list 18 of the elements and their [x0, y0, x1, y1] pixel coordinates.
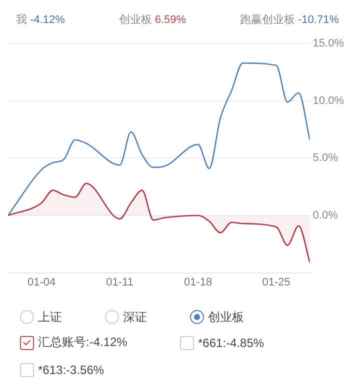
- text: 跑赢创业板 -10.71%: [240, 13, 339, 28]
- text: 上证: [38, 308, 62, 326]
- text: 创业板 6.59%: [118, 13, 186, 28]
- x-tick-label: 01-11: [106, 276, 134, 288]
- y-tick-label: 15.0%: [312, 38, 344, 50]
- x-tick-label: 01-18: [184, 276, 212, 288]
- line-series: [8, 62, 310, 216]
- text: 我 -4.12%: [16, 13, 65, 28]
- y-tick-label: 0.0%: [312, 210, 338, 222]
- x-tick-label: 01-25: [262, 276, 290, 288]
- text: *613:-3.56%: [38, 363, 104, 377]
- y-tick-label: 10.0%: [312, 94, 344, 107]
- text: *661:-4.85%: [198, 336, 264, 350]
- text: 创业板: [208, 308, 244, 326]
- text: 深证: [123, 308, 147, 326]
- text: 汇总账号:-4.12%: [38, 334, 128, 351]
- y-tick-label: 5.0%: [312, 152, 338, 164]
- x-tick-label: 01-04: [27, 276, 56, 288]
